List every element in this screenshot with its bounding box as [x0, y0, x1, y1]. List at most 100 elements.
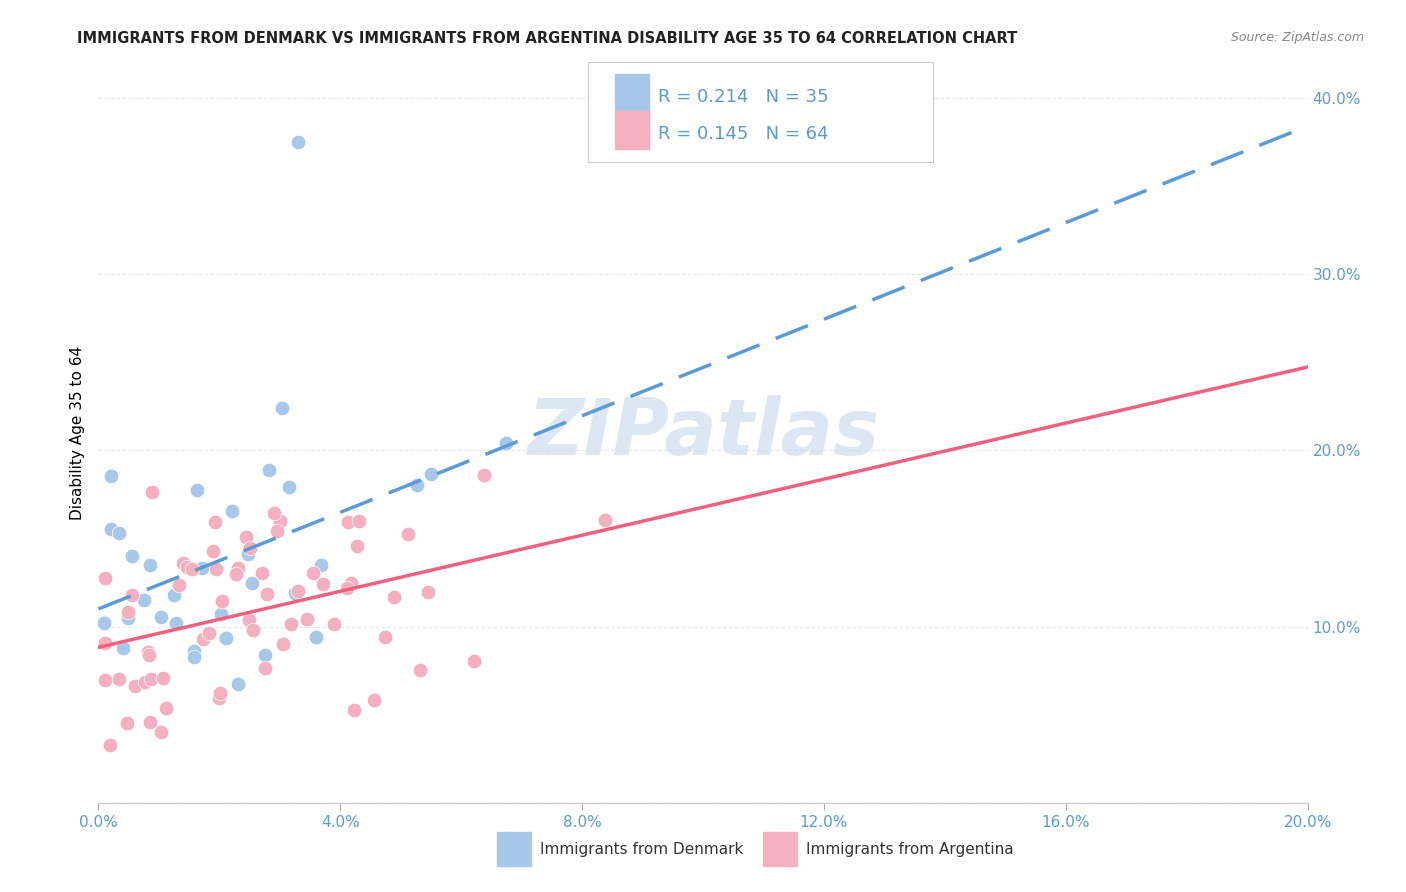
Point: [165, 616, 187, 631]
Point: [172, 557, 194, 571]
Point: [150, 725, 173, 739]
Point: [215, 631, 238, 645]
Point: [98, 739, 121, 753]
Point: [136, 645, 159, 659]
Point: [138, 648, 160, 662]
Point: [163, 588, 186, 602]
Point: [167, 577, 190, 591]
Point: [463, 654, 485, 668]
Point: [474, 468, 496, 483]
Text: R = 0.145   N = 64: R = 0.145 N = 64: [658, 125, 828, 144]
Point: [93, 673, 115, 688]
Point: [181, 561, 204, 575]
Point: [302, 566, 325, 581]
Point: [419, 467, 441, 482]
Point: [149, 609, 172, 624]
Point: [396, 527, 419, 541]
Point: [117, 611, 139, 625]
Point: [254, 648, 277, 662]
Point: [94, 571, 117, 585]
Point: [495, 435, 517, 450]
Point: [205, 562, 228, 576]
Point: [242, 623, 264, 637]
Text: IMMIGRANTS FROM DENMARK VS IMMIGRANTS FROM ARGENTINA DISABILITY AGE 35 TO 64 COR: IMMIGRANTS FROM DENMARK VS IMMIGRANTS FR…: [77, 31, 1018, 46]
Point: [214, 631, 236, 645]
Point: [141, 485, 163, 500]
Point: [309, 558, 332, 572]
Point: [138, 558, 160, 572]
Point: [93, 615, 115, 630]
Point: [124, 679, 146, 693]
Text: Immigrants from Argentina: Immigrants from Argentina: [806, 842, 1014, 857]
Point: [239, 541, 262, 555]
Point: [117, 605, 139, 619]
Point: [349, 514, 371, 528]
Point: [198, 625, 221, 640]
Point: [191, 632, 214, 646]
Point: [382, 590, 405, 604]
Point: [226, 677, 249, 691]
Point: [121, 549, 143, 563]
Point: [155, 701, 177, 715]
Point: [263, 506, 285, 520]
Point: [405, 478, 427, 492]
Point: [204, 515, 226, 529]
Point: [284, 586, 307, 600]
Point: [141, 673, 163, 687]
Point: [93, 615, 115, 629]
Point: [235, 530, 257, 544]
Point: [254, 661, 277, 675]
Point: [280, 617, 302, 632]
Point: [100, 468, 122, 483]
FancyBboxPatch shape: [614, 74, 648, 112]
Point: [139, 715, 162, 730]
Point: [287, 584, 309, 599]
Point: [238, 613, 260, 627]
Point: [226, 561, 249, 575]
Point: [208, 691, 231, 706]
Point: [225, 566, 247, 581]
Point: [312, 577, 335, 591]
Point: [340, 576, 363, 591]
Point: [336, 581, 359, 595]
Point: [271, 401, 294, 416]
Point: [100, 522, 122, 536]
FancyBboxPatch shape: [588, 62, 932, 162]
Point: [266, 524, 288, 538]
Point: [202, 543, 225, 558]
Point: [112, 641, 135, 656]
Point: [115, 715, 138, 730]
Point: [152, 671, 174, 685]
Point: [418, 585, 440, 599]
Point: [257, 462, 280, 476]
Text: Source: ZipAtlas.com: Source: ZipAtlas.com: [1230, 31, 1364, 45]
Point: [593, 513, 616, 527]
Text: Immigrants from Denmark: Immigrants from Denmark: [540, 842, 744, 857]
Point: [134, 592, 156, 607]
Point: [323, 616, 346, 631]
FancyBboxPatch shape: [498, 832, 531, 866]
Point: [240, 575, 263, 590]
Y-axis label: Disability Age 35 to 64: Disability Age 35 to 64: [69, 345, 84, 520]
Point: [343, 703, 366, 717]
Point: [186, 483, 208, 498]
Point: [337, 516, 360, 530]
Point: [183, 650, 205, 665]
Point: [295, 612, 318, 626]
Point: [108, 673, 131, 687]
Text: R = 0.214   N = 35: R = 0.214 N = 35: [658, 88, 830, 106]
Point: [134, 675, 156, 690]
Point: [252, 566, 274, 580]
Point: [287, 135, 309, 149]
Point: [183, 643, 205, 657]
Point: [269, 514, 291, 528]
Point: [108, 526, 131, 541]
Point: [409, 663, 432, 677]
Point: [277, 480, 299, 494]
Point: [121, 588, 143, 602]
Text: ZIPatlas: ZIPatlas: [527, 394, 879, 471]
Point: [176, 560, 198, 574]
Point: [256, 587, 278, 601]
Point: [374, 630, 396, 644]
Point: [209, 686, 232, 700]
